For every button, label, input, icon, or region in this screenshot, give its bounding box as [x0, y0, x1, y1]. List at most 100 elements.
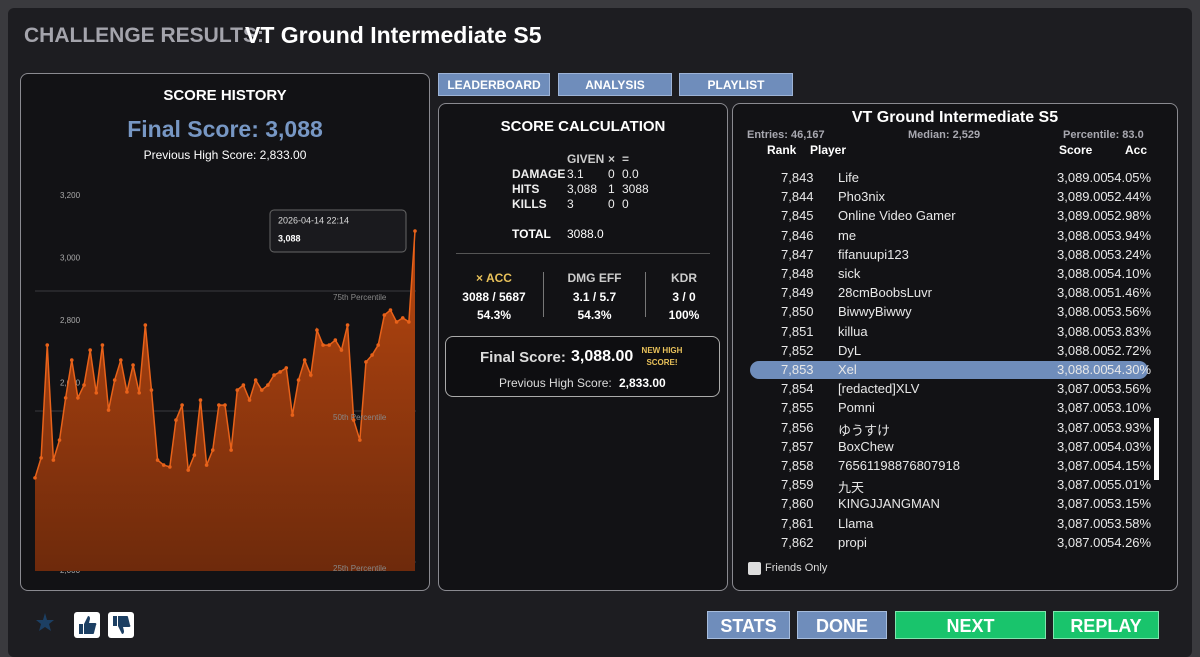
- cell-score: 3,088.00: [1057, 362, 1108, 377]
- cell-acc: 55.01%: [1107, 477, 1152, 493]
- cell-player: 九天: [838, 480, 865, 496]
- cell-acc: 54.03%: [1107, 438, 1152, 454]
- col-header: Player: [810, 143, 847, 157]
- tab[interactable]: LEADERBOARD: [438, 73, 550, 96]
- score-point: [290, 413, 295, 417]
- cell-player: Pho3nix: [838, 189, 885, 205]
- score-point: [51, 458, 56, 462]
- button[interactable]: STATS: [707, 611, 790, 639]
- cell-score: 3,088.00: [1057, 285, 1108, 301]
- score-point: [131, 363, 135, 367]
- cell-rank: 7,851: [781, 323, 814, 339]
- cell-player: Llama: [838, 515, 874, 531]
- score-point: [180, 403, 184, 407]
- y-tick-label: 3,000: [60, 254, 81, 263]
- cell-score: 3,087.00: [1057, 381, 1108, 397]
- score-point: [210, 448, 215, 452]
- score-point: [223, 403, 227, 407]
- stat-value: 3.1 / 5.7: [572, 290, 617, 304]
- cell-acc: 53.15%: [1107, 496, 1152, 512]
- cell-rank: 7,843: [781, 170, 814, 185]
- score-point: [394, 320, 399, 324]
- score-point: [358, 438, 362, 442]
- cell-rank: 7,848: [781, 266, 814, 281]
- cell-player: propi: [838, 534, 867, 550]
- final-label: Final Score:: [480, 349, 566, 366]
- cell-player: KINGJJANGMAN: [838, 496, 940, 512]
- score-point: [388, 308, 393, 312]
- checkbox[interactable]: [748, 562, 761, 575]
- score-point: [302, 358, 307, 362]
- score-point: [266, 383, 270, 387]
- calc-total-value: 3088.0: [567, 227, 604, 241]
- cell-acc: 54.30%: [1107, 362, 1152, 377]
- score-point: [168, 465, 172, 469]
- tooltip-box: [269, 209, 407, 253]
- cell-rank: 7,857: [781, 438, 814, 454]
- median: Median: 2,529: [908, 129, 981, 141]
- calc-cell: KILLS: [512, 197, 547, 211]
- col-header: Acc: [1125, 143, 1148, 157]
- score-point: [63, 396, 68, 400]
- cell-player: 28cmBoobsLuvr: [838, 285, 932, 301]
- leaderboard-row: 7,848 sick 3,088.00 54.10%: [750, 265, 1151, 283]
- score-point: [57, 438, 62, 442]
- cell-rank: 7,844: [781, 189, 814, 205]
- cell-acc: 51.46%: [1107, 285, 1152, 301]
- percentile-label: 25th Percentile: [333, 564, 387, 573]
- score-point: [33, 476, 37, 480]
- score-point: [309, 373, 313, 377]
- cell-acc: 53.56%: [1107, 304, 1152, 320]
- cell-player: fifanuupi123: [838, 246, 909, 262]
- calc-col-header: GIVEN: [567, 152, 605, 166]
- cell-rank: 7,855: [781, 400, 814, 416]
- score-point: [94, 391, 99, 395]
- percentile: Percentile: 83.0: [1063, 129, 1144, 141]
- leaderboard-row: 7,855 Pomni 3,087.00 53.10%: [750, 399, 1151, 417]
- stat-value: 3 / 0: [672, 290, 696, 304]
- leaderboard-row: 7,859 九天 3,087.00 55.01%: [750, 476, 1152, 496]
- cell-score: 3,087.00: [1057, 515, 1108, 531]
- cell-acc: 54.15%: [1107, 458, 1152, 473]
- cell-acc: 53.56%: [1107, 381, 1152, 397]
- thumbs-down-icon: [113, 616, 131, 634]
- leaderboard-row: 7,853 Xel 3,088.00 54.30%: [750, 361, 1152, 379]
- leaderboard-title: VT Ground Intermediate S5: [851, 109, 1059, 126]
- final-value: 3,088.00: [571, 348, 634, 365]
- score-point: [112, 378, 117, 382]
- cell-score: 3,087.00: [1057, 400, 1108, 416]
- leaderboard-row: 7,860 KINGJJANGMAN 3,087.00 53.15%: [750, 495, 1152, 513]
- score-point: [272, 373, 276, 377]
- calc-cell: 0.0: [622, 167, 639, 181]
- score-point: [161, 463, 166, 467]
- entries: Entries: 46,167: [747, 129, 825, 141]
- cell-acc: 53.94%: [1107, 227, 1152, 243]
- score-point: [174, 418, 178, 422]
- cell-player: 76561198876807918: [838, 458, 960, 473]
- button[interactable]: NEXT: [895, 611, 1046, 639]
- tab[interactable]: ANALYSIS: [558, 73, 672, 96]
- score-point: [229, 448, 233, 452]
- cell-acc: 52.98%: [1107, 208, 1152, 224]
- favorite-star[interactable]: [36, 613, 54, 631]
- button[interactable]: REPLAY: [1053, 611, 1159, 639]
- new-high-badge: NEW HIGH SCORE!: [641, 346, 683, 367]
- cell-rank: 7,849: [781, 285, 814, 301]
- cell-rank: 7,850: [781, 304, 814, 320]
- calc-cell: HITS: [512, 182, 540, 196]
- cell-score: 3,087.00: [1057, 496, 1108, 512]
- tab[interactable]: PLAYLIST: [679, 73, 793, 96]
- score-point: [125, 390, 129, 394]
- cell-score: 3,088.00: [1057, 304, 1108, 320]
- cell-rank: 7,852: [781, 342, 814, 358]
- score-calc-title: SCORE CALCULATION: [500, 118, 666, 135]
- score-point: [69, 358, 74, 362]
- cell-rank: 7,854: [781, 381, 814, 397]
- calc-cell: 3,088: [567, 182, 598, 196]
- scrollbar[interactable]: [1154, 418, 1159, 480]
- score-point: [345, 323, 350, 327]
- y-tick-label: 2,800: [60, 316, 81, 325]
- score-point: [333, 338, 338, 342]
- button[interactable]: DONE: [797, 611, 887, 639]
